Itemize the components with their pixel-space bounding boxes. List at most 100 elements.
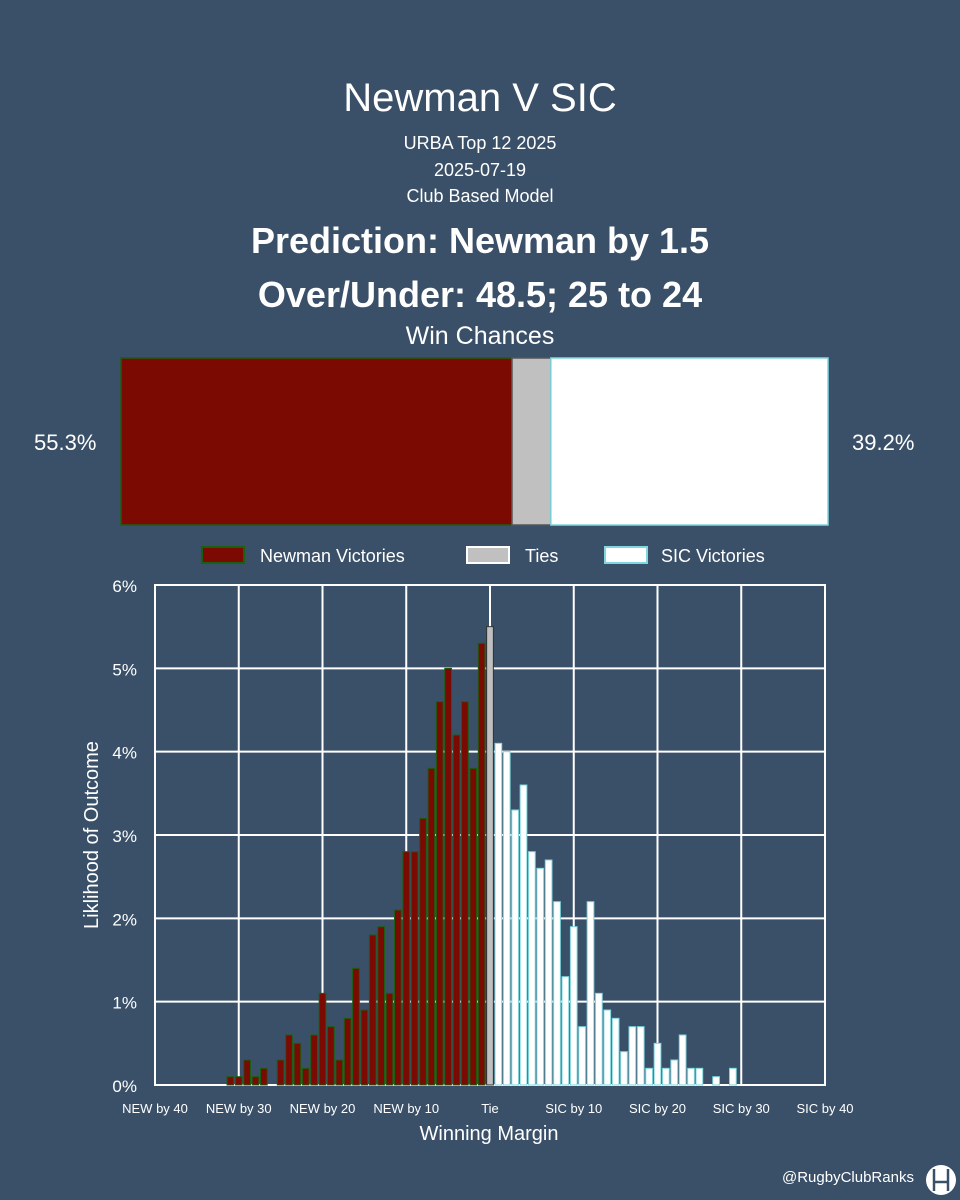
x-tick-label: SIC by 40: [796, 1101, 853, 1116]
bar-newman: [461, 701, 469, 1086]
footer-handle: @RugbyClubRanks: [782, 1169, 914, 1186]
bar-sic: [561, 976, 570, 1086]
bar-newman: [444, 667, 452, 1086]
bar-sic: [620, 1051, 628, 1086]
x-tick-label: SIC by 20: [629, 1101, 686, 1116]
bar-sic: [544, 859, 553, 1086]
bar-sic: [645, 1067, 653, 1086]
y-tick-label: 6%: [112, 577, 137, 596]
bar-newman: [368, 934, 377, 1086]
bar-sic: [569, 926, 578, 1086]
bar-sic: [494, 742, 503, 1086]
bar-newman: [343, 1017, 352, 1086]
legend-swatch-tie: [466, 546, 510, 564]
win-bar-tie: [511, 357, 552, 526]
win-chances-bar: [120, 357, 829, 526]
x-tick-label: NEW by 40: [122, 1101, 188, 1116]
bar-sic: [553, 901, 561, 1086]
bar-sic: [586, 901, 595, 1086]
bar-sic: [519, 784, 528, 1086]
x-tick-labels: NEW by 40 NEW by 30 NEW by 20 NEW by 10 Tie S…: [122, 1101, 853, 1116]
bar-sic: [578, 1026, 586, 1086]
x-axis-label: Winning Margin: [420, 1123, 559, 1145]
y-tick-label: 1%: [112, 994, 137, 1013]
bar-sic: [653, 1042, 662, 1086]
legend-label-home: Newman Victories: [260, 546, 405, 566]
y-tick-label: 5%: [112, 660, 137, 679]
x-tick-label: NEW by 20: [290, 1101, 356, 1116]
bar-sic: [536, 867, 545, 1086]
legend-swatch-away: [604, 546, 648, 564]
bar-sic: [662, 1067, 670, 1086]
bar-tie: [486, 626, 494, 1086]
bar-sic: [678, 1034, 687, 1086]
over-under-text: Over/Under: 48.5; 25 to 24: [257, 274, 703, 315]
bar-newman: [360, 1009, 369, 1086]
y-tick-labels: 0% 1% 2% 3% 4% 5% 6%: [112, 577, 137, 1096]
bar-sic: [595, 992, 603, 1086]
bar-newman: [251, 1076, 260, 1086]
bar-newman: [394, 909, 402, 1086]
bar-newman: [452, 734, 461, 1086]
home-win-pct: 55.3%: [34, 430, 97, 455]
x-tick-label: NEW by 30: [206, 1101, 272, 1116]
bar-sic: [603, 1009, 612, 1086]
y-tick-label: 4%: [112, 744, 137, 763]
bar-newman: [276, 1059, 285, 1086]
x-tick-label: SIC by 10: [545, 1101, 602, 1116]
bar-sic: [628, 1026, 637, 1086]
bar-newman: [318, 992, 327, 1086]
bar-sic: [670, 1059, 679, 1086]
bar-sic: [729, 1067, 737, 1086]
bar-newman: [310, 1034, 318, 1086]
y-tick-label: 0%: [112, 1077, 137, 1096]
bar-newman: [402, 851, 411, 1086]
model-label: Club Based Model: [406, 186, 554, 206]
prediction-text: Prediction: Newman by 1.5: [250, 220, 710, 261]
win-chances-title: Win Chances: [405, 322, 555, 350]
x-tick-label: SIC by 30: [713, 1101, 770, 1116]
bar-newman: [377, 926, 385, 1086]
x-tick-label: NEW by 10: [373, 1101, 439, 1116]
bar-newman: [285, 1034, 293, 1086]
y-tick-label: 3%: [112, 827, 137, 846]
bar-sic: [502, 751, 511, 1086]
bar-newman: [243, 1059, 251, 1086]
y-axis-label: Liklihood of Outcome: [81, 741, 103, 929]
bar-newman: [469, 767, 478, 1086]
histogram-bars: [226, 626, 737, 1086]
x-tick-label: Tie: [481, 1101, 499, 1116]
win-bar-away: [550, 357, 829, 526]
win-bar-home: [120, 357, 513, 526]
legend-swatch-home: [201, 546, 245, 564]
bar-newman: [301, 1067, 310, 1086]
legend: Newman Victories Ties SIC Victories: [201, 546, 765, 566]
y-tick-label: 2%: [112, 910, 137, 929]
legend-label-away: SIC Victories: [661, 546, 765, 566]
bar-newman: [234, 1076, 243, 1086]
bar-newman: [477, 642, 486, 1086]
bar-sic: [712, 1076, 720, 1086]
bar-sic: [611, 1017, 620, 1086]
bar-sic: [695, 1067, 704, 1086]
chart-title: Newman V SIC: [343, 76, 617, 120]
competition-label: URBA Top 12 2025: [403, 133, 557, 153]
bar-sic: [528, 851, 536, 1086]
bar-newman: [410, 851, 419, 1086]
bar-sic: [636, 1026, 645, 1086]
away-win-pct: 39.2%: [852, 430, 915, 455]
histogram-plot: 0%1%2%3%4%5%6% NEW by 40 NEW by 30 NEW by …: [81, 577, 854, 1145]
bar-sic: [687, 1067, 695, 1086]
legend-label-tie: Ties: [525, 546, 558, 566]
bar-newman: [327, 1026, 335, 1086]
rugby-posts-icon: [926, 1165, 956, 1195]
bar-newman: [293, 1042, 302, 1086]
match-date: 2025-07-19: [433, 160, 527, 180]
bar-newman: [385, 992, 394, 1086]
bar-newman: [226, 1076, 235, 1086]
bar-sic: [511, 809, 519, 1086]
bar-newman: [435, 701, 444, 1086]
bar-newman: [427, 767, 436, 1086]
bar-newman: [352, 967, 360, 1086]
